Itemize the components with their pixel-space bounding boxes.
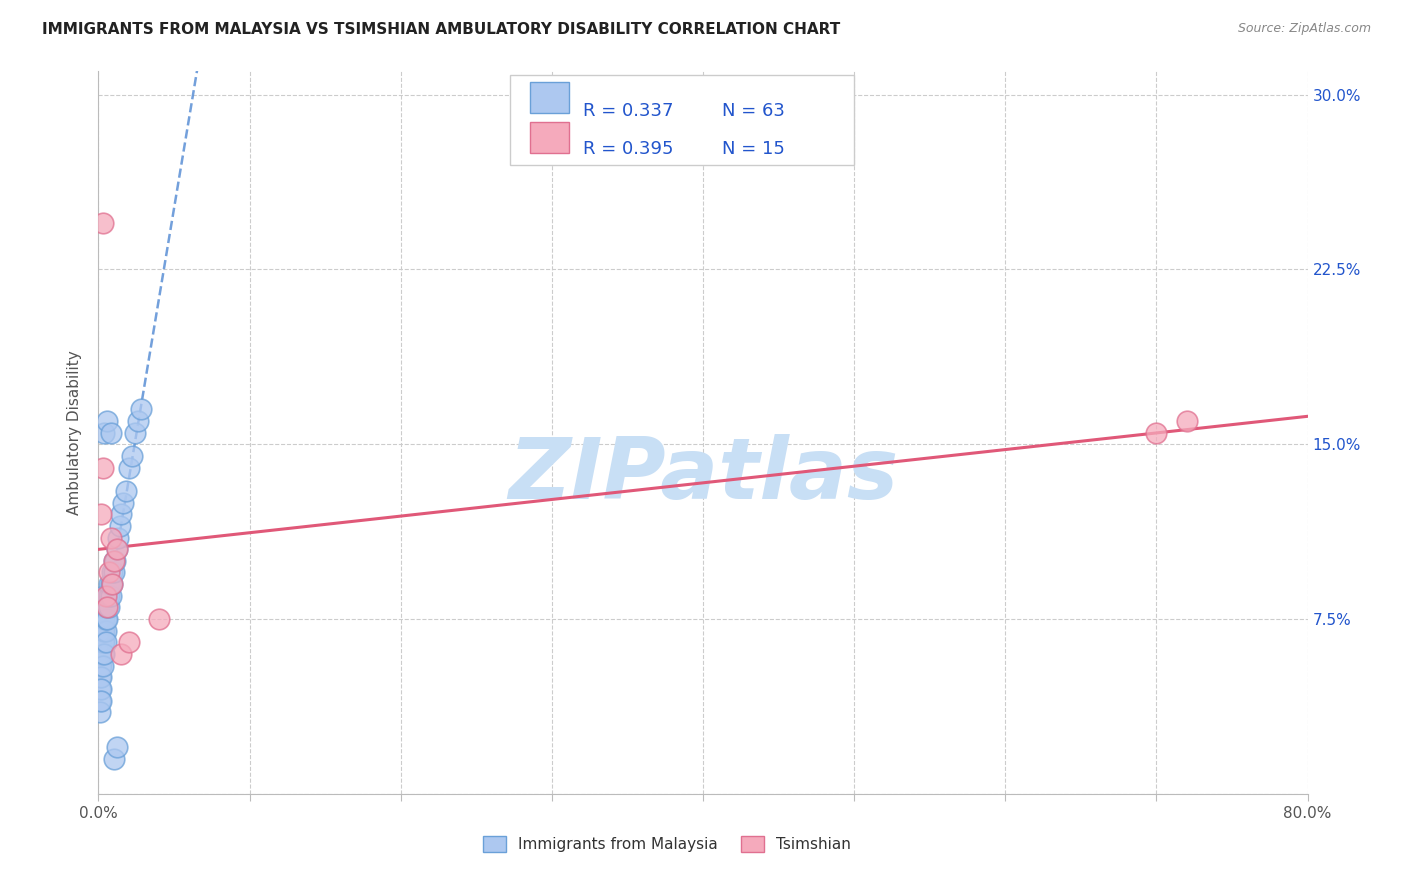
Point — [1144, 425, 1167, 440]
Point — [100, 577, 122, 591]
Point — [114, 483, 136, 498]
Point — [89, 681, 111, 696]
Point — [148, 612, 170, 626]
Point — [105, 542, 128, 557]
Point — [90, 658, 112, 673]
Point — [104, 554, 127, 568]
Point — [94, 635, 117, 649]
Point — [91, 460, 114, 475]
Point — [94, 612, 117, 626]
Text: Source: ZipAtlas.com: Source: ZipAtlas.com — [1237, 22, 1371, 36]
Legend: Immigrants from Malaysia, Tsimshian: Immigrants from Malaysia, Tsimshian — [477, 830, 856, 858]
Point — [90, 647, 112, 661]
Point — [89, 706, 111, 720]
Point — [89, 658, 111, 673]
Point — [96, 600, 118, 615]
Point — [129, 402, 152, 417]
Point — [90, 635, 112, 649]
Point — [111, 495, 134, 509]
Point — [91, 647, 114, 661]
Point — [89, 693, 111, 707]
Point — [93, 635, 115, 649]
Point — [96, 414, 118, 428]
Point — [91, 589, 114, 603]
Point — [118, 635, 141, 649]
Point — [107, 531, 129, 545]
Point — [91, 624, 114, 638]
Point — [98, 589, 121, 603]
Point — [103, 752, 125, 766]
Point — [101, 577, 124, 591]
Text: R = 0.395: R = 0.395 — [583, 140, 673, 158]
Point — [103, 566, 125, 580]
Point — [100, 425, 122, 440]
Point — [100, 589, 122, 603]
Point — [93, 600, 115, 615]
Point — [89, 670, 111, 684]
Text: IMMIGRANTS FROM MALAYSIA VS TSIMSHIAN AMBULATORY DISABILITY CORRELATION CHART: IMMIGRANTS FROM MALAYSIA VS TSIMSHIAN AM… — [42, 22, 841, 37]
Text: N = 63: N = 63 — [723, 102, 785, 120]
Point — [89, 624, 111, 638]
Point — [94, 624, 117, 638]
Point — [96, 600, 118, 615]
Point — [93, 624, 115, 638]
Point — [94, 600, 117, 615]
Point — [93, 612, 115, 626]
Point — [110, 647, 132, 661]
FancyBboxPatch shape — [509, 75, 855, 165]
Text: ZIPatlas: ZIPatlas — [508, 434, 898, 517]
Point — [91, 216, 114, 230]
Point — [90, 681, 112, 696]
Point — [96, 589, 118, 603]
Point — [91, 658, 114, 673]
Y-axis label: Ambulatory Disability: Ambulatory Disability — [67, 351, 83, 515]
Point — [90, 507, 112, 521]
Point — [124, 425, 146, 440]
Point — [121, 449, 143, 463]
Point — [103, 554, 125, 568]
Point — [91, 612, 114, 626]
Point — [101, 577, 124, 591]
Point — [98, 577, 121, 591]
Point — [1175, 414, 1198, 428]
Point — [93, 647, 115, 661]
Point — [110, 507, 132, 521]
Point — [118, 460, 141, 475]
Point — [89, 612, 111, 626]
Point — [101, 566, 124, 580]
Point — [98, 600, 121, 615]
Point — [90, 693, 112, 707]
Point — [89, 635, 111, 649]
Point — [108, 519, 131, 533]
Point — [105, 740, 128, 755]
Point — [96, 612, 118, 626]
FancyBboxPatch shape — [530, 82, 569, 113]
Point — [103, 554, 125, 568]
Point — [91, 635, 114, 649]
Point — [90, 624, 112, 638]
FancyBboxPatch shape — [530, 121, 569, 153]
Point — [90, 670, 112, 684]
Point — [90, 612, 112, 626]
Text: R = 0.337: R = 0.337 — [583, 102, 673, 120]
Point — [127, 414, 149, 428]
Point — [89, 600, 111, 615]
Point — [94, 589, 117, 603]
Text: N = 15: N = 15 — [723, 140, 785, 158]
Point — [100, 531, 122, 545]
Point — [93, 425, 115, 440]
Point — [91, 600, 114, 615]
Point — [89, 647, 111, 661]
Point — [105, 542, 128, 557]
Point — [98, 566, 121, 580]
